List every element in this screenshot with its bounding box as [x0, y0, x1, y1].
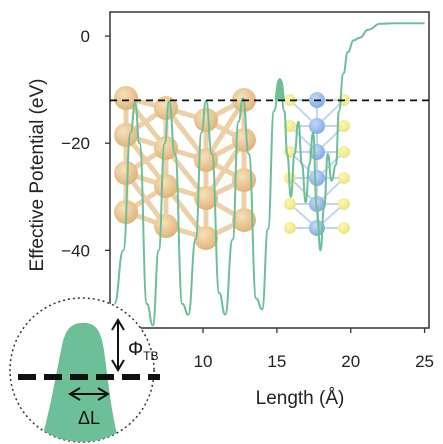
layered-semiconductor-illustration [284, 92, 350, 236]
x-tick-label: 20 [341, 352, 360, 371]
barrier-width-label: ΔL [78, 408, 100, 428]
barrier-zoom-inset: ΦTB ΔL [9, 297, 160, 443]
plot-area [110, 22, 429, 327]
tunnel-barrier-fill [274, 78, 286, 101]
inset-barrier-shape [40, 322, 120, 442]
y-tick-label: 0 [81, 27, 90, 46]
x-tick-label: 25 [415, 352, 434, 371]
y-axis-label: Effective Potential (eV) [27, 79, 48, 272]
potential-curve [113, 22, 425, 327]
y-tick-label: −40 [61, 241, 90, 260]
x-tick-label: 15 [267, 352, 286, 371]
x-axis-label: Length (Å) [256, 388, 345, 409]
plot-frame [109, 11, 430, 329]
y-tick-label: −20 [61, 134, 90, 153]
barrier-height-label: ΦTB [128, 339, 159, 363]
axes: 10 15 20 25 0 −20 −40 [61, 27, 434, 371]
x-tick-label: 10 [194, 352, 213, 371]
